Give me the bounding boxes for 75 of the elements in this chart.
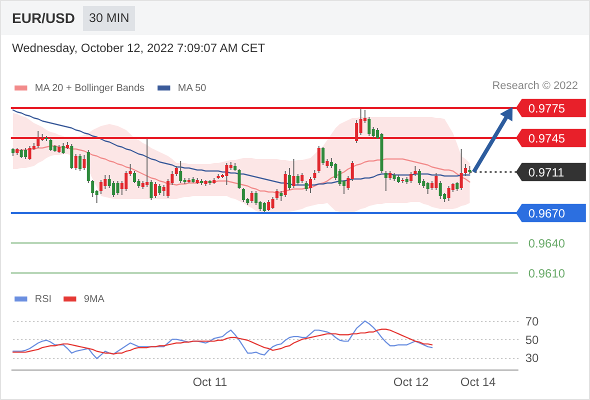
candlestick bbox=[414, 166, 417, 176]
candlestick bbox=[308, 176, 312, 194]
legend-label: MA 50 bbox=[178, 83, 207, 94]
candlestick bbox=[292, 158, 296, 188]
candlestick bbox=[78, 154, 82, 172]
candlestick bbox=[74, 154, 78, 170]
candlestick bbox=[418, 168, 421, 186]
candlestick bbox=[150, 180, 153, 200]
candlestick bbox=[116, 180, 120, 196]
candlestick bbox=[262, 202, 266, 212]
legend-label: 9MA bbox=[84, 294, 105, 305]
candlestick bbox=[82, 154, 86, 170]
candlestick bbox=[28, 146, 32, 160]
legend-label: RSI bbox=[34, 294, 52, 305]
y-tick-label: 0.9775 bbox=[528, 102, 566, 116]
candlestick bbox=[384, 170, 388, 192]
candlestick bbox=[158, 184, 162, 196]
candlestick bbox=[154, 182, 157, 198]
candlestick bbox=[368, 116, 371, 136]
y-tick-label: 0.9610 bbox=[528, 266, 566, 280]
chart-title: EUR/USD bbox=[12, 10, 76, 26]
line-series bbox=[12, 328, 433, 355]
candlestick bbox=[104, 174, 107, 190]
y-tick-label: 0.9711 bbox=[528, 166, 564, 180]
chart-subtitle: Wednesday, October 12, 2022 7:09:07 AM CET bbox=[12, 41, 266, 56]
candlestick bbox=[464, 164, 468, 176]
candlestick bbox=[317, 146, 320, 174]
y-tick-label: 0.9745 bbox=[528, 132, 566, 146]
candlestick bbox=[284, 170, 287, 198]
line-series bbox=[12, 320, 433, 360]
candlestick bbox=[410, 172, 413, 184]
y-tick-label: 30 bbox=[525, 351, 540, 366]
candlestick bbox=[238, 168, 241, 190]
candlestick bbox=[434, 172, 438, 190]
candlestick bbox=[288, 168, 292, 190]
candlestick bbox=[162, 184, 166, 196]
x-tick-label: Oct 14 bbox=[460, 375, 496, 390]
candlestick bbox=[271, 196, 274, 210]
candlestick bbox=[438, 180, 442, 200]
candlestick bbox=[426, 182, 430, 194]
y-tick-label: 0.9640 bbox=[528, 236, 566, 250]
candlestick bbox=[99, 180, 102, 194]
text: Research © 2022 bbox=[492, 80, 578, 93]
candlestick bbox=[254, 190, 258, 206]
candlestick bbox=[24, 148, 28, 160]
candlestick bbox=[280, 190, 283, 202]
candlestick bbox=[124, 170, 128, 192]
candlestick bbox=[62, 142, 65, 154]
x-tick-label: Oct 12 bbox=[393, 375, 430, 390]
candlestick bbox=[250, 190, 254, 204]
y-tick-label: 50 bbox=[525, 332, 540, 347]
text: 30 MIN bbox=[83, 6, 136, 30]
candlestick bbox=[322, 146, 325, 166]
candlestick bbox=[112, 180, 116, 198]
candlestick bbox=[49, 138, 52, 152]
legend-label: MA 20 + Bollinger Bands bbox=[34, 83, 145, 94]
candlestick bbox=[70, 144, 74, 170]
candlestick bbox=[91, 180, 94, 198]
x-tick-label: Oct 11 bbox=[192, 375, 228, 390]
candlestick bbox=[313, 170, 316, 180]
candlestick bbox=[304, 180, 308, 192]
candlestick bbox=[174, 166, 178, 176]
candlestick bbox=[225, 162, 228, 186]
y-tick-label: 0.9670 bbox=[528, 206, 566, 220]
y-tick-label: 70 bbox=[525, 314, 540, 328]
candlestick bbox=[447, 186, 450, 202]
candlestick bbox=[133, 170, 136, 184]
candlestick bbox=[300, 172, 304, 184]
candlestick bbox=[460, 148, 463, 190]
candlestick bbox=[267, 200, 270, 212]
candlestick bbox=[334, 162, 338, 180]
candlestick bbox=[275, 188, 278, 200]
candlestick bbox=[242, 188, 245, 202]
candlestick bbox=[179, 160, 182, 184]
candlestick bbox=[296, 174, 300, 186]
